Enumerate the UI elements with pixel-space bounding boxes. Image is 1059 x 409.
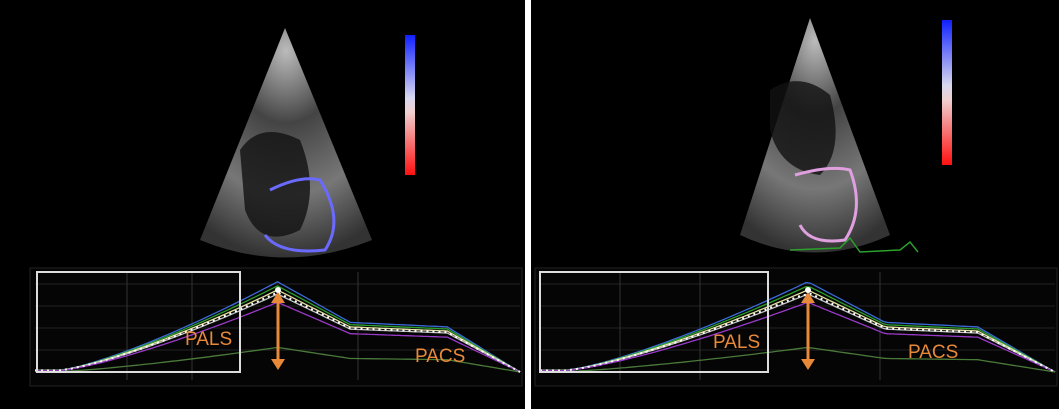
screenshot: PALS PACS PALS PACS — [0, 0, 1059, 409]
pacs-label: PACS — [908, 342, 958, 363]
page: PALS PACS PALS PACS (() => { const data … — [0, 0, 1059, 409]
peak-marker — [805, 287, 811, 293]
pacs-label: PACS — [415, 346, 465, 367]
pals-label: PALS — [713, 332, 760, 353]
pals-label: PALS — [185, 329, 232, 350]
peak-marker — [275, 287, 281, 293]
chamber — [240, 132, 310, 237]
color-scale — [405, 35, 415, 175]
color-scale — [942, 20, 952, 165]
